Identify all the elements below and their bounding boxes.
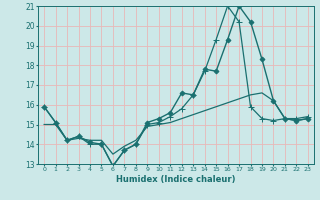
X-axis label: Humidex (Indice chaleur): Humidex (Indice chaleur)	[116, 175, 236, 184]
